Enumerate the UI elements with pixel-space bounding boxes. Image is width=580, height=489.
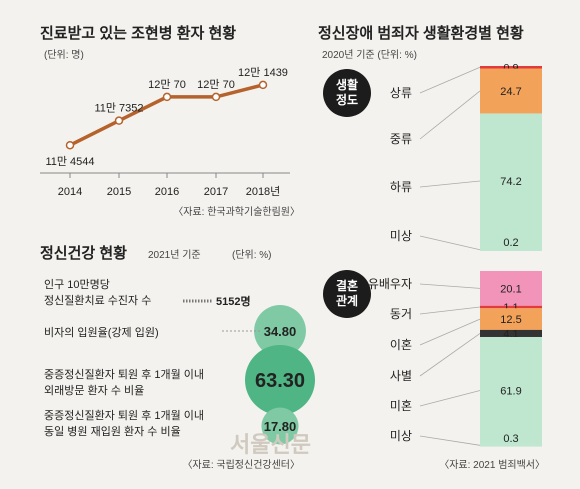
x-tick-label: 2018년: [246, 185, 281, 198]
stack-segment: [480, 68, 542, 114]
bubble-value-label: 34.80: [264, 324, 297, 339]
stack-value-label: 0.3: [503, 433, 518, 445]
line-point: [162, 92, 172, 102]
stack-segment: [480, 271, 542, 306]
group-badge-marriage-line2: 관계: [336, 293, 358, 308]
stack-leader: [419, 235, 481, 251]
stack-leader: [419, 283, 481, 289]
line-data-label: 12만 1439: [238, 66, 288, 79]
stack-category-label: 미상: [390, 229, 412, 243]
line-data-label: 11만 7352: [94, 102, 143, 115]
stack-segment: [480, 336, 542, 445]
stack-category-label: 중류: [390, 132, 412, 146]
stack-segment: [480, 329, 542, 337]
bubble: [245, 345, 315, 415]
stack-segment: [480, 66, 542, 69]
stack-segment: [480, 305, 542, 309]
stack-leader: [419, 390, 481, 407]
group-badge-marriage-line1: 결혼: [336, 278, 358, 293]
bubble-value-label: 17.80: [264, 419, 297, 434]
stack-leader: [419, 66, 481, 94]
stack-value-label: 24.7: [500, 86, 521, 98]
line-point: [65, 140, 75, 150]
stacked-chart-subtitle: 2020년 기준 (단위: %): [322, 48, 417, 61]
stack-value-label: 12.5: [500, 314, 521, 326]
stat-label-2: 비자의 입원율(강제 입원): [44, 326, 159, 339]
stack-value-label: 0.2: [503, 237, 518, 249]
stack-leader: [419, 90, 481, 140]
stack-segment: [480, 444, 542, 447]
group-badge-living-line2: 정도: [336, 92, 358, 107]
stack-leader: [419, 318, 481, 346]
group-badge-living: [323, 69, 371, 117]
stack-category-label: 사별: [390, 369, 412, 383]
stat-label-4a: 중증정신질환자 퇴원 후 1개월 이내: [44, 409, 204, 422]
stat-label-3a: 중증정신질환자 퇴원 후 1개월 이내: [44, 368, 204, 381]
stack-category-label: 하류: [390, 180, 412, 194]
line-point: [211, 92, 221, 102]
x-tick-label: 2017: [204, 186, 228, 198]
stack-category-label: 미혼: [390, 399, 412, 413]
stat-label-3b: 외래방문 환자 수 비율: [44, 384, 144, 397]
bubble: [254, 305, 306, 357]
stacked-chart-source: 〈자료: 2021 범죄백서〉: [439, 459, 545, 471]
stack-value-label: 61.9: [500, 386, 521, 398]
group-badge-living-line1: 생활: [336, 77, 358, 92]
watermark-logo: 서울신문: [230, 432, 311, 457]
stack-value-label: 20.1: [500, 283, 521, 295]
x-tick-label: 2016: [155, 186, 179, 198]
stack-leader: [419, 333, 481, 377]
stack-category-label: 유배우자: [368, 277, 412, 291]
stack-segment: [480, 308, 542, 330]
line-data-label: 12만 70: [148, 78, 186, 91]
stack-category-label: 상류: [390, 86, 412, 100]
bubble-panel-unit: (단위: %): [232, 248, 272, 261]
line-chart-unit: (단위: 명): [44, 48, 84, 61]
stat-label-1a: 인구 10만명당: [44, 278, 110, 291]
bubble-panel-year: 2021년 기준: [148, 249, 201, 261]
bubble-panel-source: 〈자료: 국립정신건강센터〉: [182, 458, 300, 471]
stat-label-1b: 정신질환치료 수진자 수: [44, 294, 151, 307]
line-data-label: 12만 70: [197, 78, 235, 91]
line-chart-title: 진료받고 있는 조현병 환자 현황: [40, 24, 236, 42]
line-data-label: 11만 4544: [45, 155, 94, 168]
bubble: [261, 407, 299, 445]
line-point: [114, 116, 124, 125]
x-tick-label: 2014: [58, 186, 82, 198]
stat-label-4b: 동일 병원 재입원 환자 수 비율: [44, 424, 181, 438]
x-tick-label: 2015: [107, 186, 131, 198]
stack-leader: [419, 306, 481, 315]
stack-category-label: 동거: [390, 307, 412, 321]
stacked-chart-title: 정신장애 범죄자 생활환경별 현황: [318, 24, 524, 42]
stat-value-1: 5152명: [216, 294, 251, 308]
line-chart-source: 〈자료: 한국과학기술한림원〉: [173, 206, 300, 218]
stack-segment: [480, 113, 542, 249]
stack-leader: [419, 435, 481, 446]
stack-category-label: 미상: [390, 429, 412, 443]
group-badge-marriage: [323, 270, 371, 318]
bubble-value-label: 63.30: [255, 370, 305, 392]
stack-category-label: 이혼: [390, 338, 412, 352]
bubble-panel-title: 정신건강 현황: [40, 244, 127, 262]
line-point: [258, 80, 268, 90]
stack-segment: [480, 248, 542, 251]
stack-leader: [419, 180, 481, 188]
stack-value-label: 74.2: [500, 176, 521, 188]
